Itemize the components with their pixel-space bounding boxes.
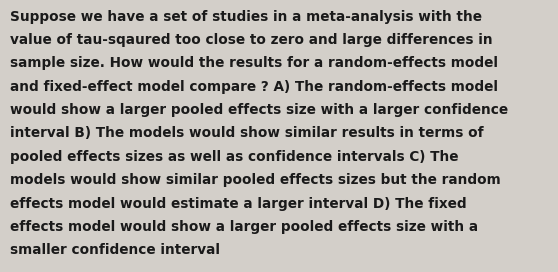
Text: pooled effects sizes as well as confidence intervals C) The: pooled effects sizes as well as confiden… <box>10 150 459 164</box>
Text: interval B) The models would show similar results in terms of: interval B) The models would show simila… <box>10 126 484 140</box>
Text: sample size. How would the results for a random-effects model: sample size. How would the results for a… <box>10 56 498 70</box>
Text: would show a larger pooled effects size with a larger confidence: would show a larger pooled effects size … <box>10 103 508 117</box>
Text: Suppose we have a set of studies in a meta-analysis with the: Suppose we have a set of studies in a me… <box>10 10 482 23</box>
Text: effects model would estimate a larger interval D) The fixed: effects model would estimate a larger in… <box>10 197 466 211</box>
Text: smaller confidence interval: smaller confidence interval <box>10 243 220 257</box>
Text: and fixed-effect model compare ? A) The random-effects model: and fixed-effect model compare ? A) The … <box>10 80 498 94</box>
Text: value of tau-sqaured too close to zero and large differences in: value of tau-sqaured too close to zero a… <box>10 33 493 47</box>
Text: models would show similar pooled effects sizes but the random: models would show similar pooled effects… <box>10 173 501 187</box>
Text: effects model would show a larger pooled effects size with a: effects model would show a larger pooled… <box>10 220 478 234</box>
